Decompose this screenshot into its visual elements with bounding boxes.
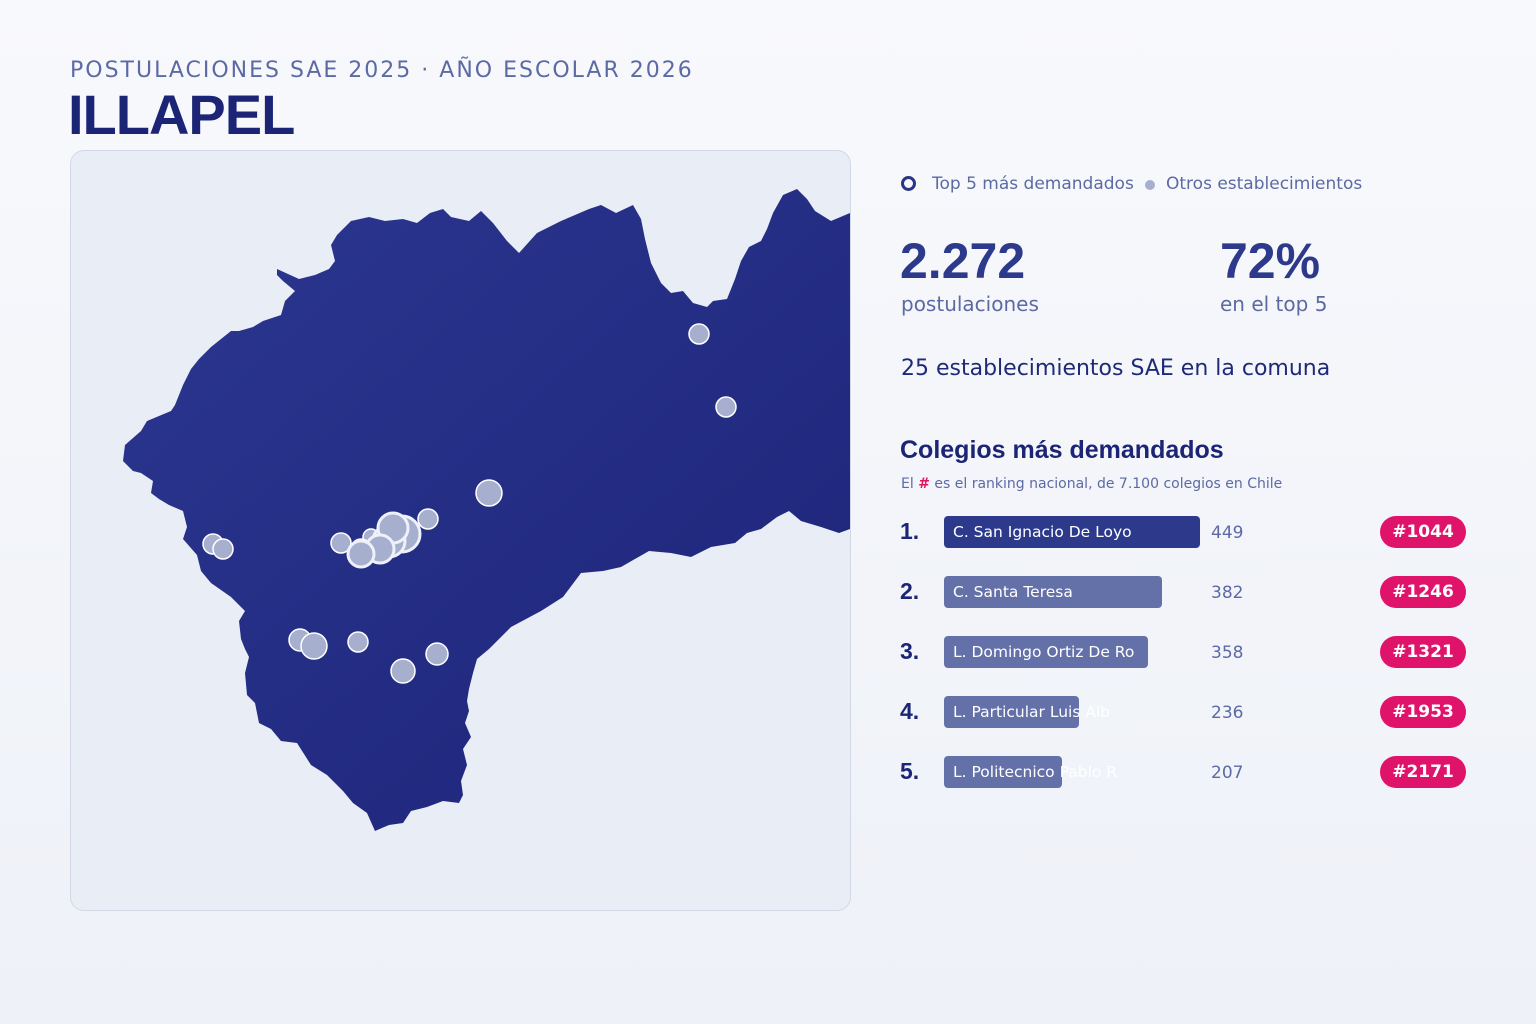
school-marker[interactable] (418, 509, 438, 529)
ranking-title: Colegios más demandados (900, 436, 1224, 465)
school-count: 449 (1211, 523, 1243, 543)
school-name: C. Santa Teresa (953, 583, 1073, 601)
school-marker[interactable] (716, 397, 736, 417)
school-marker[interactable] (689, 324, 709, 344)
national-rank-badge: #1044 (1380, 516, 1466, 548)
ranking-hash-symbol: # (918, 476, 930, 492)
school-row-2[interactable]: 2. C. Santa Teresa 382 #1246 (900, 575, 1470, 609)
school-rank: 5. (900, 758, 919, 785)
top5-school-marker[interactable] (348, 541, 374, 567)
school-name: L. Domingo Ortiz De Ro (953, 643, 1134, 661)
school-rank: 3. (900, 638, 919, 665)
school-rank: 2. (900, 578, 919, 605)
ranking-subtitle-end: es el ranking nacional, de 7.100 colegio… (934, 476, 1282, 492)
school-marker[interactable] (476, 480, 502, 506)
commune-region (123, 189, 850, 831)
ranking-subtitle: El # es el ranking nacional, de 7.100 co… (901, 476, 1282, 492)
school-marker[interactable] (301, 633, 327, 659)
school-name: C. San Ignacio De Loyo (953, 523, 1132, 541)
school-count: 382 (1211, 583, 1243, 603)
commune-map (71, 151, 850, 910)
map-panel[interactable] (70, 150, 851, 911)
top5-ring-icon (901, 176, 916, 191)
others-dot-icon (1145, 180, 1155, 190)
top5-percent-label: en el top 5 (1220, 292, 1327, 316)
school-row-5[interactable]: 5. L. Politecnico Pablo R 207 #2171 (900, 755, 1470, 789)
national-rank-badge: #2171 (1380, 756, 1466, 788)
school-marker[interactable] (213, 539, 233, 559)
page-title: ILLAPEL (68, 82, 294, 147)
school-marker[interactable] (348, 632, 368, 652)
postulaciones-value: 2.272 (900, 232, 1025, 290)
postulaciones-label: postulaciones (901, 292, 1039, 316)
establecimientos-count: 25 establecimientos SAE en la comuna (901, 356, 1330, 381)
school-name: L. Politecnico Pablo R (953, 763, 1117, 781)
school-row-3[interactable]: 3. L. Domingo Ortiz De Ro 358 #1321 (900, 635, 1470, 669)
school-marker[interactable] (391, 659, 415, 683)
school-name: L. Particular Luis Alb (953, 703, 1110, 721)
school-rank: 1. (900, 518, 919, 545)
school-row-1[interactable]: 1. C. San Ignacio De Loyo 449 #1044 (900, 515, 1470, 549)
school-row-4[interactable]: 4. L. Particular Luis Alb 236 #1953 (900, 695, 1470, 729)
national-rank-badge: #1321 (1380, 636, 1466, 668)
school-count: 207 (1211, 763, 1243, 783)
national-rank-badge: #1246 (1380, 576, 1466, 608)
national-rank-badge: #1953 (1380, 696, 1466, 728)
school-rank: 4. (900, 698, 919, 725)
school-count: 358 (1211, 643, 1243, 663)
school-count: 236 (1211, 703, 1243, 723)
page-eyebrow: POSTULACIONES SAE 2025 · AÑO ESCOLAR 202… (70, 58, 694, 83)
legend-top5-label: Top 5 más demandados (932, 174, 1134, 194)
top5-percent-value: 72% (1220, 232, 1320, 290)
ranking-subtitle-start: El (901, 476, 914, 492)
legend-others-label: Otros establecimientos (1166, 174, 1362, 194)
school-marker[interactable] (426, 643, 448, 665)
